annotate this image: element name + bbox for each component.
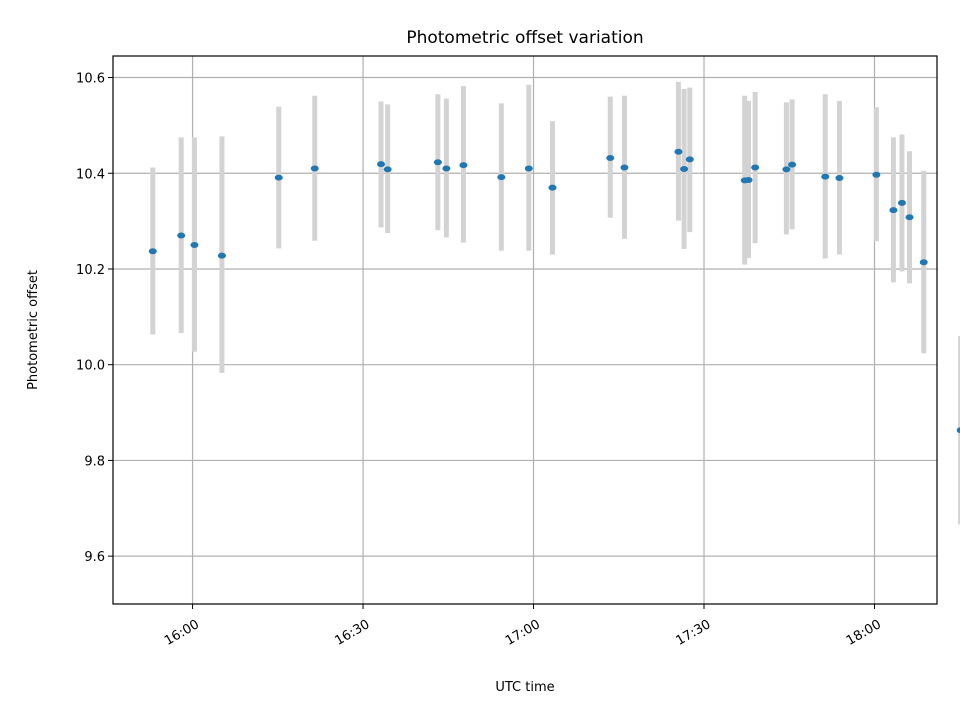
y-tick-label: 10.6: [76, 72, 105, 87]
data-point: [442, 165, 451, 172]
data-point: [872, 171, 881, 178]
data-point: [433, 159, 442, 166]
y-tick-label: 10.4: [76, 167, 105, 182]
grid: [113, 56, 937, 604]
data-point: [310, 165, 319, 172]
x-axis-label: UTC time: [495, 680, 554, 695]
data-point: [524, 165, 533, 172]
y-tick-label: 9.8: [84, 454, 105, 469]
data-point: [782, 166, 791, 173]
data-point: [190, 242, 199, 249]
y-tick-label: 10.0: [76, 359, 105, 374]
data-point: [217, 252, 226, 259]
y-tick-label: 9.6: [84, 550, 105, 565]
data-point: [956, 427, 960, 434]
plot-frame: [112, 55, 938, 605]
data-point: [274, 174, 283, 181]
data-point: [548, 184, 557, 191]
data-point: [620, 164, 629, 171]
data-point: [821, 173, 830, 180]
data-point: [889, 207, 898, 214]
y-axis-label: Photometric offset: [26, 270, 41, 390]
data-point: [497, 174, 506, 181]
data-point: [680, 165, 689, 172]
data-point: [905, 214, 914, 221]
chart-title: Photometric offset variation: [406, 28, 643, 48]
data-point: [897, 199, 906, 206]
data-point: [835, 175, 844, 182]
data-point: [148, 248, 157, 255]
data-points: [148, 148, 960, 434]
data-point: [459, 162, 468, 169]
data-point: [606, 154, 615, 161]
data-point: [177, 232, 186, 239]
data-point: [674, 148, 683, 155]
data-point: [919, 259, 928, 266]
data-point: [377, 161, 386, 168]
data-point: [751, 164, 760, 171]
data-point: [383, 166, 392, 173]
data-point: [788, 161, 797, 168]
data-point: [685, 156, 694, 163]
data-point: [744, 176, 753, 183]
y-tick-label: 10.2: [76, 263, 105, 278]
